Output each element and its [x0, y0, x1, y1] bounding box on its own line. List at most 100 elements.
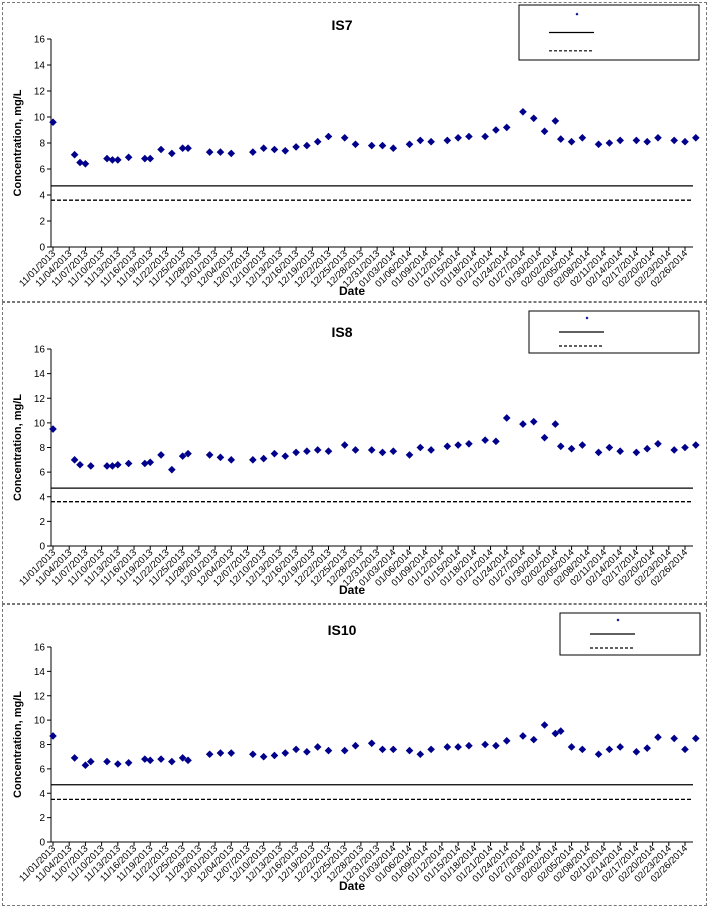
data-point	[578, 745, 587, 754]
data-point	[49, 118, 57, 126]
data-point	[49, 425, 57, 433]
data-point	[405, 140, 414, 149]
data-point	[556, 442, 565, 451]
data-point	[443, 136, 452, 145]
data-point	[216, 148, 225, 156]
data-point	[76, 460, 84, 469]
data-point	[168, 757, 176, 766]
data-point	[292, 448, 300, 457]
y-tick-label: 6	[39, 165, 45, 176]
data-point	[692, 134, 700, 142]
data-point	[616, 447, 624, 455]
data-point	[681, 137, 689, 146]
data-point	[227, 456, 236, 464]
data-point	[654, 440, 662, 448]
data-point	[270, 751, 279, 760]
data-point	[351, 446, 360, 454]
data-point	[427, 137, 435, 146]
y-tick-label: 4	[39, 492, 45, 503]
data-point	[157, 451, 165, 459]
data-point	[103, 462, 111, 470]
y-tick-label: 6	[39, 764, 45, 775]
y-tick-label: 14	[34, 369, 46, 380]
data-point	[157, 145, 165, 154]
data-point	[389, 144, 398, 152]
data-point	[313, 137, 322, 146]
legend-marker-diamond	[575, 12, 579, 16]
data-point	[632, 136, 641, 145]
data-point	[124, 758, 133, 767]
data-point	[216, 749, 225, 757]
data-point	[481, 436, 489, 444]
data-point	[292, 745, 300, 754]
data-point	[378, 141, 387, 150]
y-tick-label: 10	[34, 113, 46, 124]
data-point	[340, 746, 349, 755]
data-point	[567, 743, 576, 751]
y-tick-label: 12	[34, 87, 46, 98]
data-point	[405, 746, 414, 755]
data-point	[168, 465, 176, 474]
y-tick-label: 16	[34, 345, 46, 356]
data-point	[643, 444, 651, 453]
data-point	[427, 446, 435, 454]
data-point	[270, 145, 279, 154]
data-point	[605, 139, 614, 147]
data-point	[216, 453, 225, 462]
data-point	[227, 149, 236, 158]
data-point	[114, 156, 122, 164]
data-point	[529, 735, 538, 744]
data-point	[76, 158, 84, 167]
y-tick-label: 12	[34, 394, 46, 405]
data-point	[367, 446, 376, 454]
data-point	[692, 734, 700, 743]
data-point	[670, 734, 678, 743]
y-tick-label: 0	[39, 542, 45, 553]
x-axis-label: Date	[339, 879, 365, 893]
data-point	[87, 462, 95, 470]
y-tick-label: 8	[39, 139, 45, 150]
data-point	[556, 135, 565, 143]
data-point	[405, 451, 414, 459]
data-point	[519, 420, 527, 428]
data-point	[303, 141, 311, 150]
data-point	[259, 144, 268, 152]
chart-panel-is10: IS10 0 2 4 6 8 10 12 14 16 Concentration, mg/L 11/0…	[2, 604, 707, 906]
x-axis-label: Date	[339, 284, 365, 298]
data-point	[454, 134, 462, 142]
data-point	[351, 140, 360, 149]
data-point	[367, 739, 376, 748]
data-point	[643, 744, 651, 752]
data-point	[70, 456, 79, 464]
data-point	[141, 154, 149, 163]
data-point	[540, 721, 549, 729]
data-point	[502, 414, 511, 422]
y-tick-label: 6	[39, 468, 45, 479]
data-point	[205, 148, 214, 156]
data-point	[249, 750, 257, 759]
data-point	[378, 745, 387, 754]
data-point	[205, 451, 214, 459]
data-point	[124, 459, 133, 468]
data-point	[324, 746, 333, 755]
data-point	[416, 750, 425, 759]
y-tick-label: 14	[34, 667, 46, 678]
data-point	[146, 458, 155, 467]
data-point	[184, 144, 192, 152]
data-point	[681, 745, 689, 754]
data-point	[70, 754, 79, 762]
data-point	[124, 153, 133, 162]
data-point	[114, 460, 122, 469]
data-point	[205, 750, 214, 759]
data-point	[324, 132, 333, 141]
data-point	[141, 755, 149, 763]
data-point	[81, 160, 90, 168]
y-tick-label: 10	[34, 418, 46, 429]
y-tick-label: 2	[39, 517, 45, 528]
chart-title: IS8	[331, 324, 352, 340]
data-point	[157, 755, 165, 763]
data-point	[654, 134, 662, 142]
data-point	[146, 756, 155, 765]
data-point	[632, 748, 641, 756]
